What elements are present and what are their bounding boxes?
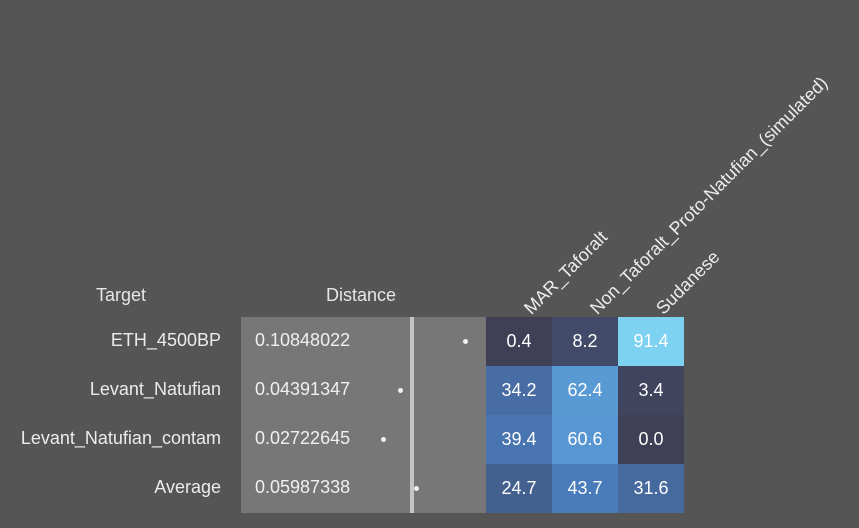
heatmap-cell: 31.6 <box>618 464 684 513</box>
distance-panel: 0.10848022 0.04391347 0.02722645 0.05987338 <box>241 317 486 513</box>
distance-value: 0.02722645 <box>255 428 351 448</box>
heatmap-cell: 91.4 <box>618 317 684 366</box>
column-label: Non_Taforalt_Proto-Natufian_(simulated) <box>586 72 832 319</box>
row-label: Levant_Natufian_contam <box>20 428 221 448</box>
distance-dot <box>413 486 419 491</box>
row-label: ETH_4500BP <box>110 330 221 350</box>
heatmap-cell: 39.4 <box>486 415 552 464</box>
row-label: Average <box>154 477 221 497</box>
heatmap-cell: 34.2 <box>486 366 552 415</box>
distance-dot <box>462 339 468 344</box>
distance-separator-bar <box>410 317 414 513</box>
row-label: Levant_Natufian <box>89 379 221 399</box>
heatmap-cell: 24.7 <box>486 464 552 513</box>
heatmap-cell: 3.4 <box>618 366 684 415</box>
distance-value: 0.05987338 <box>255 477 351 497</box>
heatmap-cell: 8.2 <box>552 317 618 366</box>
distance-dot <box>397 388 403 393</box>
heatmap-cell: 62.4 <box>552 366 618 415</box>
heatmap-cell: 60.6 <box>552 415 618 464</box>
heatmap-cell: 0.4 <box>486 317 552 366</box>
distance-header: Distance <box>326 285 397 305</box>
heatmap-cell: 43.7 <box>552 464 618 513</box>
distance-value: 0.04391347 <box>255 379 351 399</box>
column-label: Sudanese <box>652 246 724 319</box>
heatmap-cell: 0.0 <box>618 415 684 464</box>
target-header: Target <box>96 285 147 305</box>
distance-dot <box>380 437 386 442</box>
distance-value: 0.10848022 <box>255 330 351 350</box>
